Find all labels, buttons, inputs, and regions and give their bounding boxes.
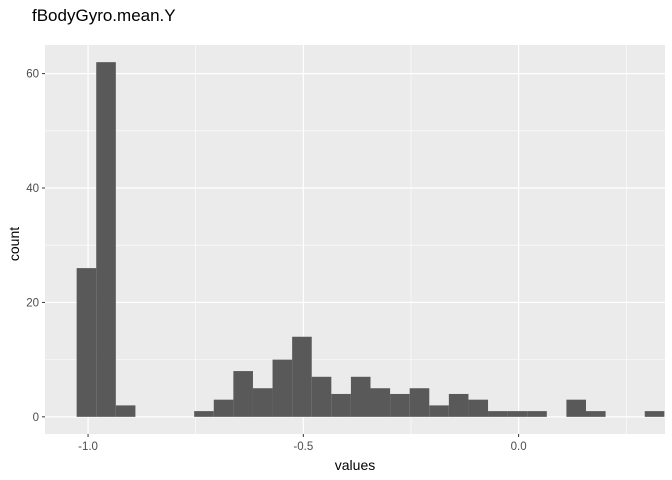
x-tick-label: -0.5 bbox=[293, 441, 313, 453]
y-axis-title: count bbox=[6, 227, 22, 261]
plot-panel bbox=[45, 45, 665, 434]
x-axis-title: values bbox=[335, 457, 375, 473]
y-axis: 0 20 40 60 bbox=[26, 69, 45, 424]
y-tick-label: 40 bbox=[26, 183, 39, 195]
histogram-bar-11 bbox=[292, 336, 312, 417]
y-tick-label: 60 bbox=[26, 69, 39, 81]
histogram-bar-13 bbox=[331, 393, 351, 417]
y-tick-label: 0 bbox=[33, 412, 39, 424]
histogram-bar-12 bbox=[311, 376, 332, 417]
histogram-bar-29 bbox=[644, 411, 665, 417]
chart-title: fBodyGyro.mean.Y bbox=[32, 6, 176, 25]
histogram-bars bbox=[76, 62, 665, 417]
histogram-bar-8 bbox=[233, 371, 253, 417]
histogram-bar-17 bbox=[409, 388, 430, 417]
histogram-bar-7 bbox=[213, 399, 234, 417]
histogram-bar-26 bbox=[585, 411, 606, 417]
histogram-bar-20 bbox=[468, 399, 489, 417]
histogram-bar-18 bbox=[429, 405, 449, 417]
histogram-bar-25 bbox=[566, 399, 586, 417]
histogram-bar-1 bbox=[96, 62, 116, 417]
histogram-bar-9 bbox=[252, 388, 273, 417]
histogram-bar-16 bbox=[390, 393, 410, 417]
histogram-bar-10 bbox=[272, 359, 293, 417]
histogram-bar-14 bbox=[350, 376, 371, 417]
y-tick-label: 20 bbox=[26, 297, 39, 309]
histogram-bar-2 bbox=[115, 405, 136, 417]
histogram-bar-15 bbox=[370, 388, 391, 417]
major-gridlines bbox=[45, 45, 665, 434]
x-axis: -1.0 -0.5 0.0 bbox=[78, 434, 527, 453]
histogram-bar-21 bbox=[488, 411, 508, 417]
histogram-bar-19 bbox=[448, 393, 469, 417]
minor-gridlines bbox=[45, 45, 665, 434]
histogram-bar-22 bbox=[507, 411, 528, 417]
x-tick-label: 0.0 bbox=[511, 441, 527, 453]
histogram-bar-6 bbox=[194, 411, 214, 417]
histogram-bar-0 bbox=[76, 268, 97, 417]
x-tick-label: -1.0 bbox=[78, 441, 98, 453]
histogram-bar-23 bbox=[527, 411, 547, 417]
